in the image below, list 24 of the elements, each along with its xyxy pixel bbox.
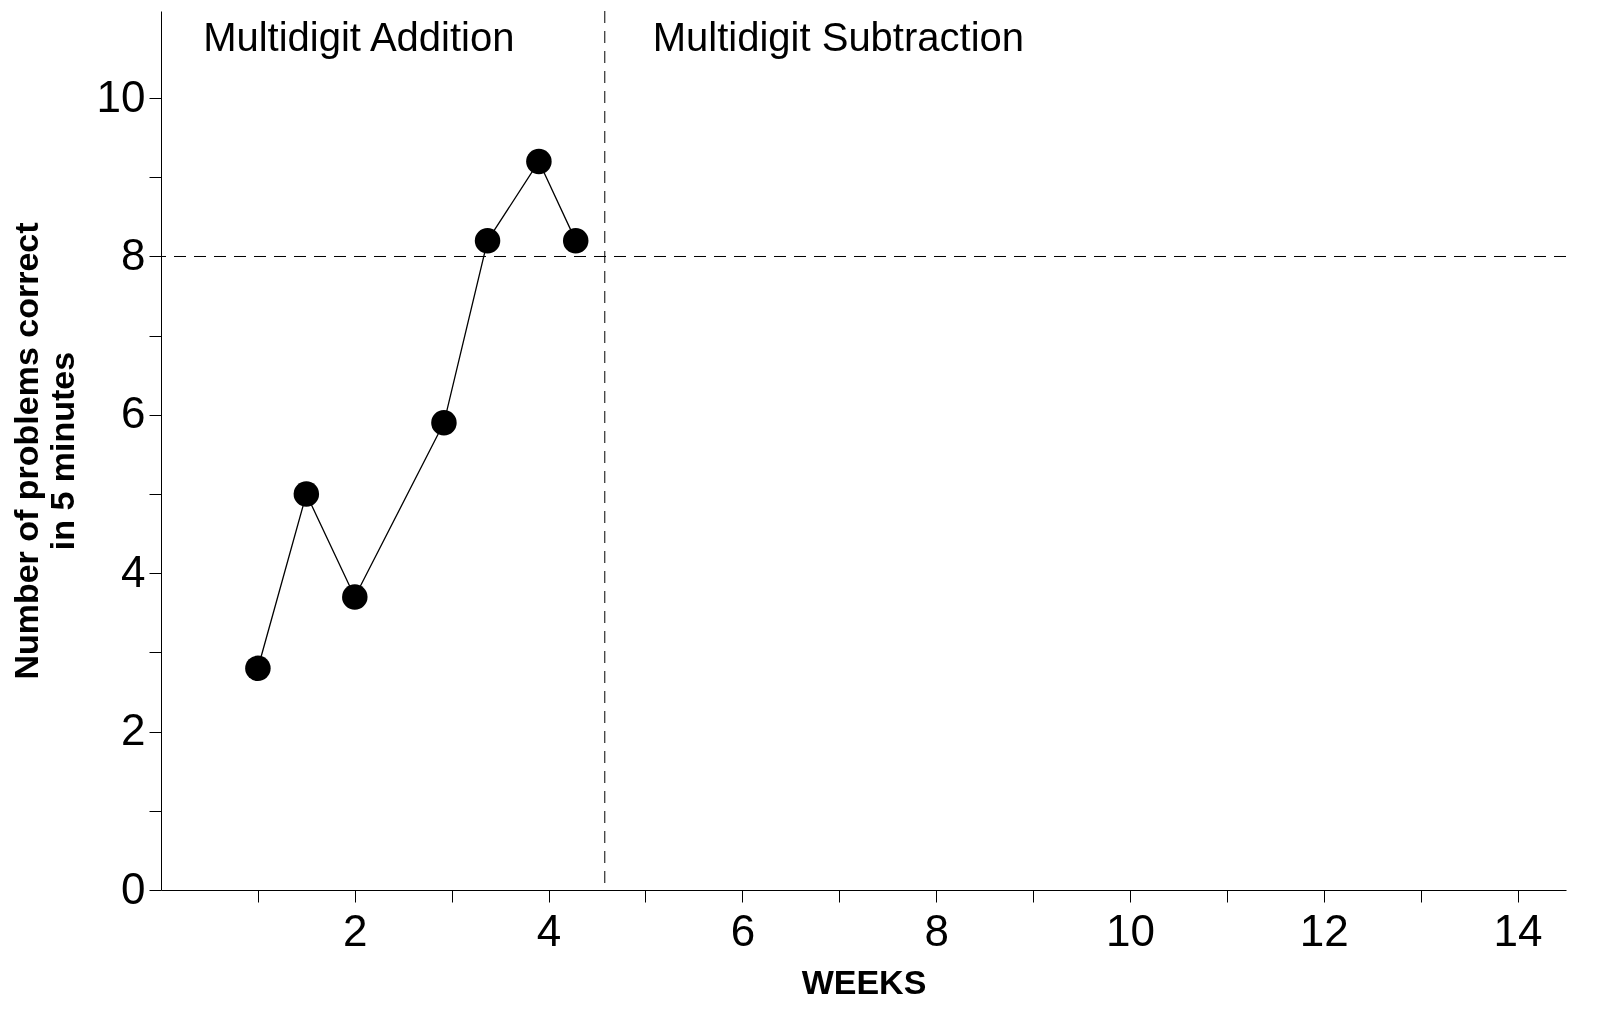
x-tick-label: 8: [924, 905, 949, 955]
point: [342, 584, 368, 610]
x-tick-label: 10: [1105, 905, 1155, 955]
y-tick-label: 0: [121, 863, 146, 913]
point: [293, 481, 320, 507]
annotation: Multidigit Subtraction: [652, 15, 1025, 59]
point: [526, 148, 552, 175]
y-axis-title: Number of problems correct in 5 minutes: [6, 222, 81, 680]
y-tick-label: 8: [121, 229, 146, 279]
y-tick-label: 10: [96, 71, 146, 121]
x-tick-label: 12: [1299, 905, 1349, 955]
point: [474, 227, 501, 254]
point: [245, 655, 271, 681]
x-axis-title: WEEKS: [801, 962, 927, 1001]
x-tick-label: 14: [1493, 905, 1543, 955]
annotation: Multidigit Addition: [203, 15, 515, 59]
point: [431, 410, 457, 436]
x-tick-label: 4: [536, 905, 562, 955]
point: [562, 227, 589, 254]
y-tick-label: 2: [121, 705, 146, 755]
x-tick-label: 2: [343, 905, 368, 955]
x-tick-label: 6: [730, 905, 756, 955]
y-tick-label: 4: [121, 546, 146, 596]
y-tick-label: 6: [121, 388, 146, 438]
